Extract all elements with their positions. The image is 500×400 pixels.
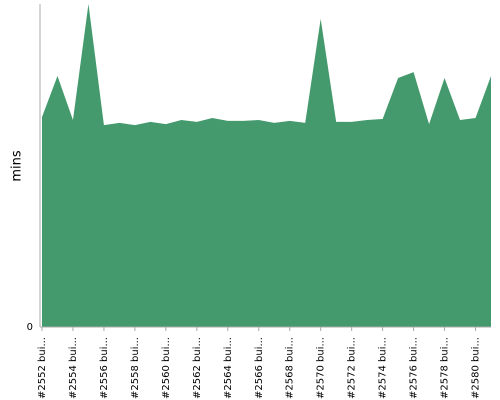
x-tick-label: #2558 bui...: [130, 337, 141, 399]
x-tick-label: #2554 bui...: [68, 337, 79, 399]
y-tick-label: 0: [27, 322, 33, 333]
area: [42, 4, 491, 327]
x-tick-label: #2578 bui...: [440, 337, 451, 399]
x-tick-label: #2574 bui...: [378, 337, 389, 399]
x-tick-label: #2552 bui...: [37, 337, 48, 399]
x-tick-label: #2556 bui...: [99, 337, 110, 399]
x-tick-label: #2580 bui...: [471, 337, 482, 399]
x-tick-label: #2576 bui...: [409, 337, 420, 399]
x-tick-label: #2562 bui...: [192, 337, 203, 399]
x-tick-label: #2572 bui...: [347, 337, 358, 399]
y-axis-label: mins: [10, 150, 25, 182]
x-tick-label: #2568 bui...: [285, 337, 296, 399]
x-tick-label: #2560 bui...: [161, 337, 172, 399]
x-tick-label: #2570 bui...: [316, 337, 327, 399]
x-tick-label: #2566 bui...: [254, 337, 265, 399]
x-tick-label: #2564 bui...: [223, 337, 234, 399]
